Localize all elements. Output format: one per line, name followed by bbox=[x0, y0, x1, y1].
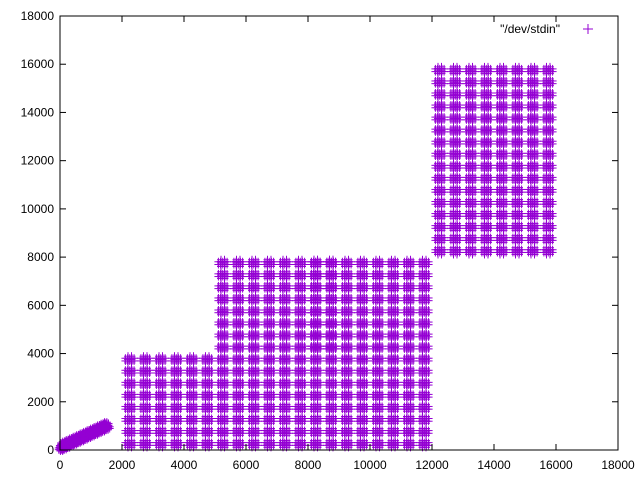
plot-points bbox=[55, 63, 557, 455]
